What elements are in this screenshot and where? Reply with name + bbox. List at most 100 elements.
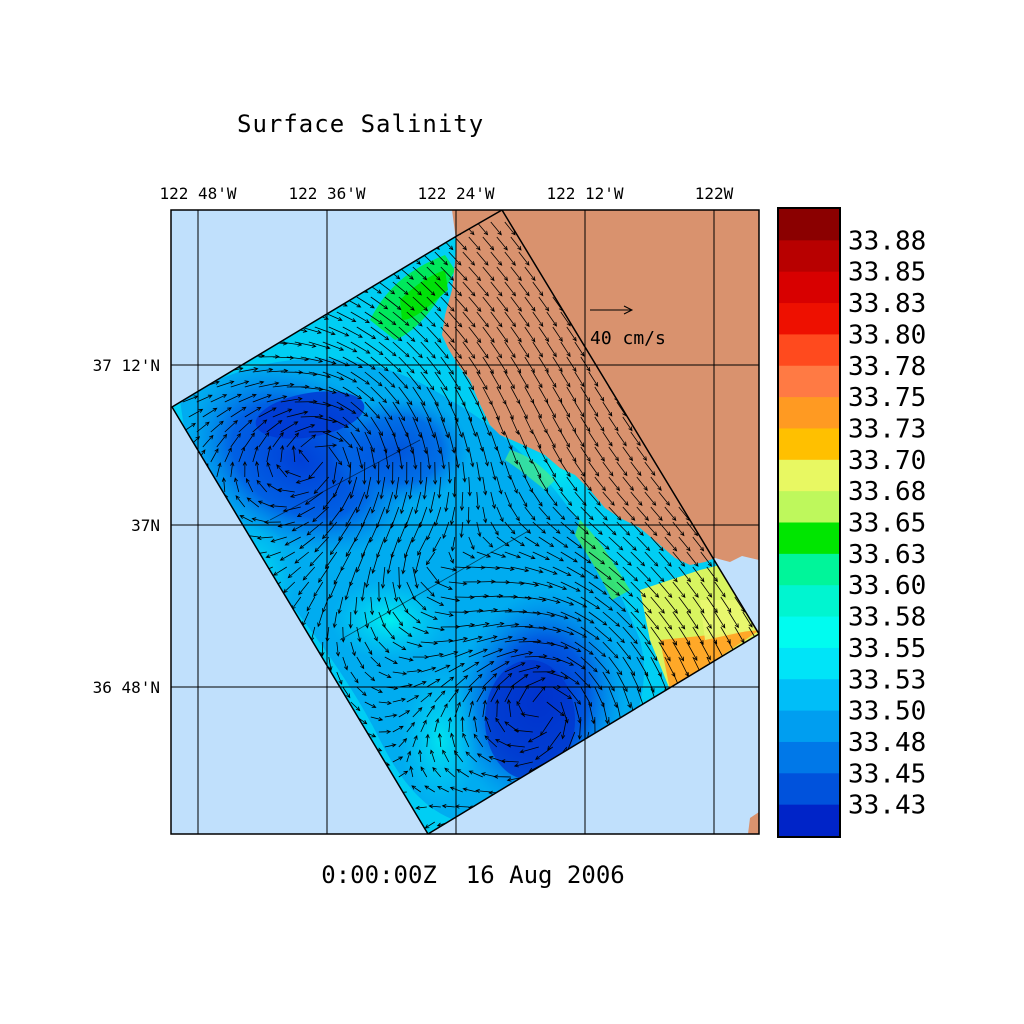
velocity-vector <box>510 476 518 494</box>
velocity-vector <box>468 266 482 282</box>
velocity-vector <box>392 611 404 627</box>
velocity-vector <box>239 515 253 523</box>
lon-tick-label: 122W <box>695 184 734 203</box>
velocity-vector <box>279 551 295 561</box>
colorbar-label: 33.80 <box>848 320 926 350</box>
velocity-vector <box>364 341 384 356</box>
velocity-vector <box>356 356 376 370</box>
land-point-south <box>748 812 759 834</box>
velocity-vector <box>658 521 671 537</box>
velocity-vector <box>518 665 541 673</box>
velocity-vector <box>560 461 571 478</box>
velocity-vector <box>742 611 753 628</box>
velocity-vector <box>412 681 427 688</box>
velocity-vector <box>384 356 402 373</box>
velocity-vector <box>263 520 281 525</box>
lat-tick-label: 37N <box>131 516 160 535</box>
velocity-vector <box>434 341 449 359</box>
velocity-vector <box>468 416 477 438</box>
velocity-vector <box>504 662 526 673</box>
velocity-vector <box>424 821 436 829</box>
velocity-vector <box>426 678 441 688</box>
velocity-vector <box>364 431 375 453</box>
velocity-vector <box>552 596 575 606</box>
velocity-vector <box>616 431 627 447</box>
velocity-vector <box>370 416 384 437</box>
velocity-vector <box>552 356 563 373</box>
velocity-vector <box>291 445 296 463</box>
velocity-vector <box>602 491 615 506</box>
velocity-vector <box>342 416 360 433</box>
velocity-vector <box>294 551 310 564</box>
velocity-vector <box>280 341 303 347</box>
velocity-vector <box>202 407 218 418</box>
velocity-vector <box>560 551 578 563</box>
colorbar-band <box>779 553 839 586</box>
velocity-vector <box>678 536 691 552</box>
velocity-vector <box>298 581 310 596</box>
velocity-vector <box>365 566 372 588</box>
velocity-vector <box>450 536 456 552</box>
velocity-vector <box>658 581 673 599</box>
velocity-vector <box>313 476 330 495</box>
velocity-vector <box>490 221 502 236</box>
velocity-vector <box>300 434 317 448</box>
colorbar-band <box>779 710 839 743</box>
velocity-vector <box>552 386 563 404</box>
velocity-vector <box>468 622 490 628</box>
velocity-vector <box>546 611 569 620</box>
velocity-vector <box>602 401 613 417</box>
velocity-vector <box>320 641 325 657</box>
velocity-vector <box>588 431 599 447</box>
velocity-vector <box>370 356 389 372</box>
velocity-vector <box>552 686 573 700</box>
velocity-vector <box>449 506 456 526</box>
velocity-vector <box>322 491 338 511</box>
velocity-vector <box>356 326 377 340</box>
velocity-vector <box>560 611 582 622</box>
velocity-vector <box>490 661 510 673</box>
velocity-vector <box>420 766 428 778</box>
velocity-vector <box>468 770 483 778</box>
colorbar-label: 33.85 <box>848 258 926 288</box>
velocity-vector <box>299 536 316 550</box>
velocity-vector <box>398 738 408 748</box>
latitude-tick-labels: 37 12'N 37N 36 48'N <box>93 356 160 697</box>
velocity-vector <box>504 251 516 266</box>
velocity-vector <box>650 506 663 521</box>
colorbar-band <box>779 365 839 398</box>
velocity-vector <box>574 581 594 594</box>
velocity-vector <box>546 701 565 717</box>
velocity-vector <box>686 551 699 567</box>
reference-vector-label: 40 cm/s <box>590 328 666 349</box>
velocity-vector <box>350 401 369 417</box>
velocity-vector <box>328 446 343 466</box>
velocity-vector <box>496 594 519 599</box>
velocity-vector <box>437 476 442 499</box>
velocity-vector <box>406 281 422 296</box>
velocity-vector <box>312 506 330 523</box>
colorbar-band <box>779 459 839 492</box>
velocity-vector <box>454 296 469 312</box>
velocity-vector <box>272 408 293 418</box>
colorbar-label: 33.78 <box>848 352 926 382</box>
velocity-vector <box>332 611 338 629</box>
velocity-vector <box>524 596 547 602</box>
velocity-vector <box>448 636 469 643</box>
velocity-vector <box>376 461 381 485</box>
velocity-vector <box>622 446 634 462</box>
velocity-vector <box>566 566 586 578</box>
velocity-vector <box>434 281 449 297</box>
velocity-vector <box>252 394 272 403</box>
velocity-vector <box>552 656 575 666</box>
velocity-vector <box>454 565 472 570</box>
velocity-vector <box>295 476 315 484</box>
velocity-vector <box>428 804 441 809</box>
velocity-vector <box>329 581 338 600</box>
velocity-vector <box>454 446 460 469</box>
velocity-vector <box>272 431 284 448</box>
colorbar-band <box>779 334 839 367</box>
velocity-vector <box>462 251 476 266</box>
velocity-vector <box>482 476 488 496</box>
velocity-vector <box>384 713 398 718</box>
